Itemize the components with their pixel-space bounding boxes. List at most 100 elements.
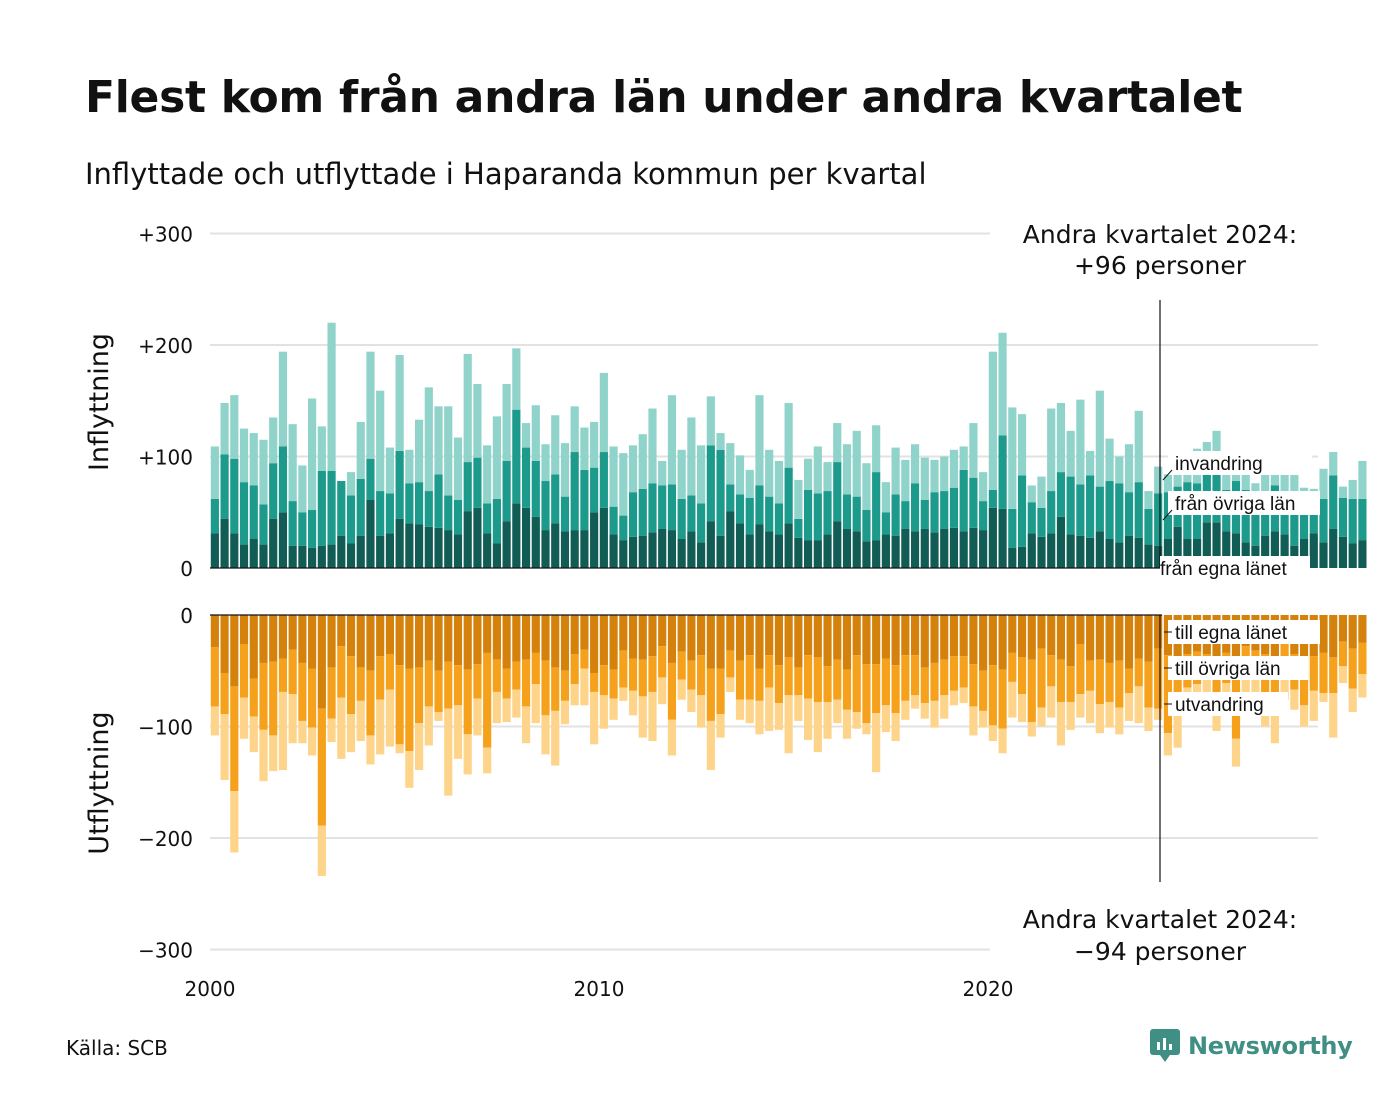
outflow-bar (580, 668, 589, 706)
inflow-bar (910, 531, 920, 568)
outflow-bar (366, 670, 375, 736)
outflow-bar (1144, 707, 1153, 731)
inflow-bar (872, 472, 881, 541)
bars (210, 322, 1367, 876)
outflow-bar (278, 615, 288, 659)
outflow-bar (813, 657, 822, 702)
inflow-bar (1144, 544, 1153, 568)
outflow-bar (1076, 694, 1085, 718)
inflow-bar (1008, 547, 1017, 568)
inflow-bar (395, 518, 404, 568)
inflow-bar (959, 531, 968, 568)
outflow-bar (891, 615, 900, 666)
outflow-bar (405, 668, 414, 752)
inflow-bar (599, 372, 608, 453)
inflow-bar (774, 534, 783, 568)
outflow-bar (1086, 615, 1095, 661)
outflow-bar (988, 615, 997, 666)
outflow-bar (638, 615, 647, 660)
outflow-bar (979, 670, 988, 711)
outflow-bar (551, 615, 560, 668)
outflow-bar (473, 615, 482, 665)
inflow-bar (842, 444, 852, 495)
inflow-bar (988, 507, 997, 568)
inflow-bar (901, 528, 910, 568)
inflow-bar (473, 384, 482, 458)
inflow-bar (1319, 542, 1328, 568)
outflow-bar (1134, 686, 1143, 724)
outflow-bar (745, 615, 754, 656)
inflow-bar (1095, 531, 1104, 568)
outflow-bar (1348, 648, 1357, 689)
inflow-bar (1095, 486, 1104, 532)
outflow-bar (1027, 659, 1036, 723)
outflow-bar (910, 695, 920, 709)
outflow-bar (560, 670, 570, 701)
outflow-bar (638, 659, 647, 697)
outflow-bar (833, 659, 842, 700)
outflow-bar (1095, 615, 1104, 660)
inflow-bar (784, 467, 793, 524)
outflow-bar (541, 715, 550, 755)
outflow-bar (531, 615, 540, 653)
inflow-bar (1241, 542, 1250, 568)
inflow-bar (1134, 410, 1143, 483)
inflow-bar (794, 479, 803, 519)
inflow-bar (356, 421, 365, 479)
outflow-bar (862, 615, 871, 665)
newsworthy-logo-text: Newsworthy (1188, 1032, 1353, 1060)
inflow-bar (901, 501, 910, 529)
outflow-bar (298, 720, 307, 744)
inflow-bar (920, 528, 929, 568)
outflow-bar (1115, 660, 1124, 708)
outflow-bar (463, 734, 472, 775)
inflow-bar (891, 535, 900, 568)
outflow-bar (784, 657, 793, 696)
inflow-bar (813, 493, 822, 541)
outflow-bar (910, 615, 920, 656)
outflow-bar (1299, 705, 1309, 727)
inflow-bar (551, 474, 560, 524)
inflow-bar (521, 423, 531, 448)
outflow-bar (1017, 615, 1027, 658)
outflow-bar (1202, 679, 1211, 697)
outflow-bar (852, 655, 861, 713)
inflow-bar (337, 535, 346, 568)
outflow-bar (891, 713, 900, 741)
outflow-bar (376, 615, 385, 657)
inflow-bar (638, 488, 647, 536)
inflow-bar (1124, 444, 1134, 493)
inflow-bar (278, 512, 288, 568)
inflow-bar (376, 535, 385, 568)
inflow-bar (512, 409, 521, 504)
outflow-bar (716, 714, 725, 738)
outflow-bar (220, 615, 229, 673)
inflow-bar (269, 463, 278, 519)
inflow-bar (366, 458, 375, 500)
inflow-bar (1261, 466, 1270, 498)
x-tick: 2010 (574, 977, 625, 1001)
inflow-bar (590, 421, 599, 468)
inflow-bar (424, 526, 433, 568)
outflow-bar (823, 666, 832, 702)
inflow-bar (473, 457, 482, 508)
inflow-bar (697, 542, 706, 568)
inflow-bar (599, 507, 608, 568)
inflow-bar (269, 518, 278, 568)
outflow-bar (1319, 693, 1328, 702)
outflow-bar (590, 615, 599, 673)
inflow-bar (969, 423, 978, 478)
inflow-bar (1173, 526, 1182, 568)
inflow-bar (658, 485, 667, 529)
outflow-bar (249, 615, 258, 679)
outflow-bar (1124, 615, 1134, 669)
inflow-bar (599, 452, 608, 508)
inflow-bar (239, 544, 249, 568)
outflow-bar (521, 706, 531, 744)
outflow-bar (337, 615, 346, 647)
inflow-bar (346, 543, 356, 568)
inflow-bar (434, 406, 443, 475)
inflow-bar (1338, 536, 1348, 568)
inflow-bar (667, 530, 677, 568)
outflow-bar (1056, 701, 1066, 746)
